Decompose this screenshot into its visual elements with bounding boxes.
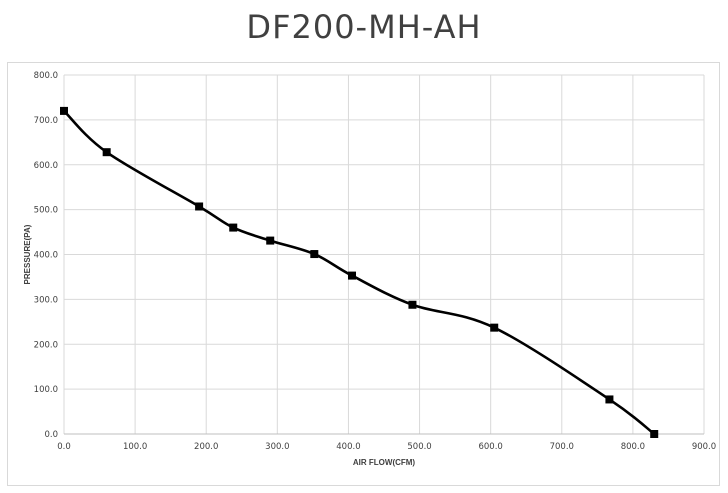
data-point-marker — [650, 430, 659, 438]
chart-title: DF200-MH-AH — [246, 8, 482, 46]
x-axis-label: AIR FLOW(CFM) — [353, 458, 416, 467]
series-line — [62, 109, 656, 436]
y-tick-label: 400.0 — [34, 251, 58, 261]
y-axis-label: PRESSURE(PA) — [23, 224, 32, 284]
y-tick-label: 500.0 — [34, 206, 58, 216]
data-point-marker — [348, 271, 356, 280]
x-tick-label: 700.0 — [550, 442, 574, 452]
series-markers — [60, 106, 659, 438]
y-tick-label: 200.0 — [34, 340, 58, 350]
data-point-marker — [102, 148, 111, 157]
y-tick-label: 0.0 — [44, 430, 58, 440]
data-point-marker — [60, 106, 68, 115]
data-point-marker — [408, 300, 417, 309]
data-point-marker — [229, 223, 238, 232]
x-tick-label: 900.0 — [692, 442, 716, 452]
x-tick-label: 500.0 — [407, 442, 431, 452]
data-point-marker — [310, 250, 319, 259]
x-tick-label: 300.0 — [265, 442, 289, 452]
x-tick-label: 100.0 — [123, 442, 147, 452]
x-tick-label: 400.0 — [336, 442, 360, 452]
y-tick-label: 100.0 — [34, 385, 58, 395]
data-point-marker — [605, 395, 614, 404]
chart-frame — [7, 62, 720, 486]
x-tick-label: 800.0 — [621, 442, 645, 452]
data-point-marker — [266, 236, 275, 245]
data-point-marker — [195, 202, 204, 211]
y-tick-label: 800.0 — [34, 71, 58, 81]
y-tick-label: 600.0 — [34, 161, 58, 171]
x-tick-label: 600.0 — [478, 442, 502, 452]
y-tick-label: 300.0 — [34, 295, 58, 305]
x-tick-label: 200.0 — [194, 442, 218, 452]
x-tick-labels: 0.0 100.0 200.0 300.0 400.0 500.0 600.0 700.0 80… — [57, 442, 716, 452]
grid-lines — [63, 74, 705, 435]
y-tick-label: 700.0 — [34, 116, 58, 126]
data-point-marker — [490, 323, 499, 332]
y-tick-labels: 0.0 100.0 200.0 300.0 400.0 500.0 600.0 700.0 80… — [34, 71, 58, 440]
x-tick-label: 0.0 — [57, 442, 71, 452]
